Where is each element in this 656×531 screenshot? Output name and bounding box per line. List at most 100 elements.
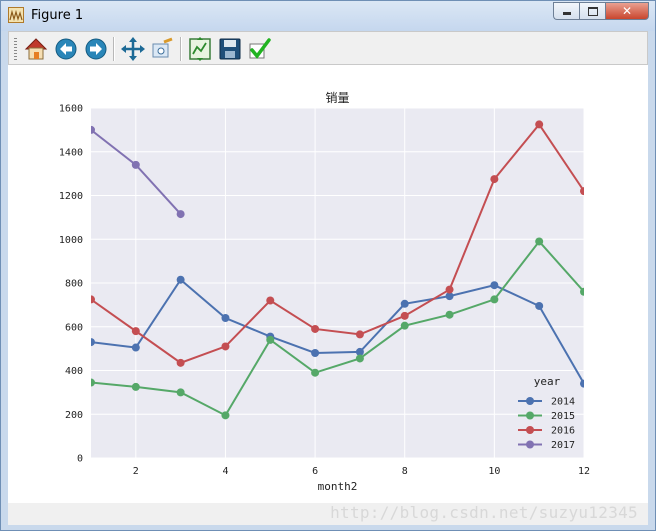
data-point-2016 (221, 342, 230, 351)
data-point-2016 (131, 327, 140, 336)
legend-entry: 2015 (551, 411, 575, 422)
data-point-2014 (131, 343, 140, 352)
save-button[interactable] (217, 36, 243, 62)
zoom-rect-icon (152, 37, 173, 58)
status-bar: http://blog.csdn.net/suzyu12345 (8, 503, 648, 525)
data-point-2014 (221, 314, 230, 322)
data-point-2015 (131, 382, 140, 391)
minimize-button[interactable] (553, 2, 579, 20)
move-arrows-icon (121, 37, 145, 61)
legend-entry: 2014 (551, 397, 575, 408)
legend-swatch-marker (526, 411, 534, 420)
edit-button[interactable] (247, 36, 273, 62)
x-tick-label: 4 (222, 466, 228, 477)
data-point-2016 (266, 296, 275, 305)
data-point-2014 (490, 281, 499, 290)
data-point-2016 (580, 187, 584, 196)
arrow-left-icon (55, 38, 77, 60)
x-tick-label: 2 (133, 466, 139, 477)
data-point-2017 (91, 125, 95, 134)
data-point-2015 (580, 287, 584, 296)
data-point-2016 (490, 175, 499, 184)
legend-swatch-marker (526, 426, 534, 434)
toolbar-separator (113, 37, 115, 61)
y-tick-label: 1600 (59, 104, 83, 115)
data-point-2015 (91, 378, 95, 387)
x-tick-label: 6 (312, 466, 318, 477)
data-point-2014 (91, 338, 95, 347)
back-button[interactable] (53, 36, 79, 62)
checkmark-icon (249, 38, 271, 59)
close-button[interactable]: ✕ (605, 2, 649, 20)
minimize-icon (554, 3, 579, 19)
maximize-icon (580, 3, 605, 19)
forward-button[interactable] (83, 36, 109, 62)
data-point-2014 (580, 379, 584, 388)
data-point-2015 (176, 388, 185, 397)
series-group (91, 120, 584, 420)
configure-subplots-icon (189, 37, 211, 61)
data-point-2015 (221, 411, 230, 420)
data-point-2014 (176, 275, 185, 284)
data-point-2016 (355, 330, 364, 339)
data-point-2016 (311, 324, 320, 333)
data-point-2017 (176, 210, 185, 219)
data-point-2017 (131, 160, 140, 169)
subplots-button[interactable] (187, 36, 213, 62)
legend-entry: 2017 (551, 440, 575, 451)
data-point-2015 (266, 335, 275, 344)
watermark-text: http://blog.csdn.net/suzyu12345 (330, 503, 638, 522)
home-button[interactable] (23, 36, 49, 62)
title-bar[interactable]: Figure 1 ✕ (1, 1, 655, 31)
chart-title: 销量 (325, 91, 349, 105)
y-tick-label: 1200 (59, 191, 83, 202)
y-tick-label: 200 (65, 410, 83, 421)
x-axis-label: month2 (318, 480, 358, 493)
data-point-2015 (355, 354, 364, 363)
y-tick-label: 1000 (59, 235, 83, 246)
data-point-2015 (445, 310, 454, 319)
line-chart: 0 200 400 600 800 1000 1200 1400 1600 2 4 6 8 10 12 销量 m… (59, 91, 590, 493)
navigation-toolbar (8, 31, 648, 65)
data-point-2014 (400, 299, 409, 308)
legend-title: year (534, 375, 561, 388)
data-point-2014 (535, 301, 544, 310)
window-title: Figure 1 (31, 8, 84, 23)
x-tick-label: 10 (488, 466, 500, 477)
toolbar-separator (180, 37, 182, 61)
data-point-2014 (445, 292, 454, 301)
zoom-button[interactable] (150, 36, 176, 62)
data-point-2015 (535, 237, 544, 246)
legend-entry: 2016 (551, 426, 575, 437)
figure-canvas[interactable]: 0 200 400 600 800 1000 1200 1400 1600 2 4 6 8 10 12 销量 m… (8, 65, 648, 503)
floppy-disk-icon (219, 38, 241, 60)
legend-swatch-marker (526, 440, 534, 449)
x-tick-label: 12 (578, 466, 590, 477)
data-point-2015 (490, 295, 499, 304)
data-point-2014 (311, 349, 320, 357)
y-tick-label: 1400 (59, 147, 83, 158)
series-line-2016 (91, 122, 584, 364)
pan-button[interactable] (120, 36, 146, 62)
y-tick-label: 800 (65, 279, 83, 290)
close-icon: ✕ (621, 4, 633, 18)
home-icon (24, 38, 48, 60)
data-point-2016 (91, 295, 95, 304)
x-tick-label: 8 (402, 466, 408, 477)
toolbar-grip[interactable] (14, 38, 17, 60)
data-point-2015 (311, 368, 320, 377)
series-line-2015 (91, 239, 584, 417)
data-point-2016 (176, 358, 185, 367)
legend-swatch-marker (526, 397, 534, 405)
y-tick-label: 600 (65, 322, 83, 333)
data-point-2014 (355, 347, 364, 356)
y-tick-label: 400 (65, 366, 83, 377)
arrow-right-icon (85, 38, 107, 60)
matplotlib-figure-icon (8, 7, 24, 23)
data-point-2016 (535, 120, 544, 129)
maximize-button[interactable] (579, 2, 605, 20)
data-point-2016 (400, 311, 409, 320)
data-point-2016 (445, 285, 454, 294)
y-tick-label: 0 (77, 454, 83, 465)
